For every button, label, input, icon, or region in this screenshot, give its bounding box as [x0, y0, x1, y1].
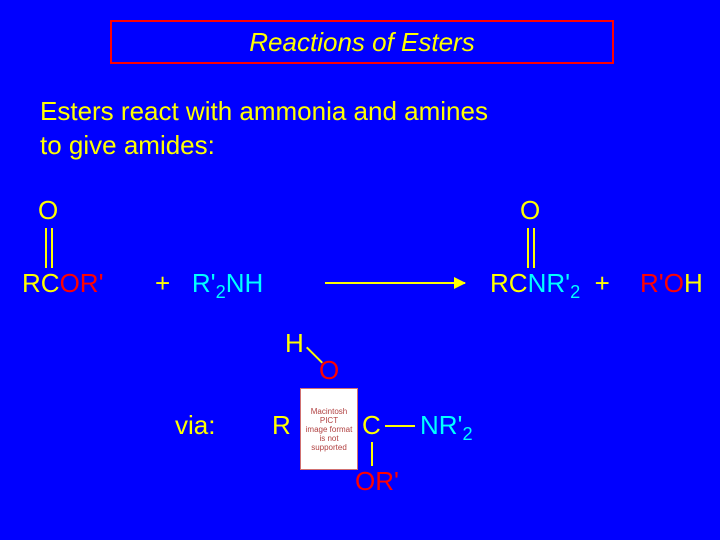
- inter-OR-bottom: OR': [355, 466, 399, 497]
- via-label: via:: [175, 410, 215, 441]
- ester-C: C: [41, 268, 60, 298]
- inter-C-atom: C: [362, 410, 381, 440]
- amine-Rprime: R': [192, 268, 216, 298]
- inter-N-sub2: 2: [463, 424, 473, 444]
- ester-formula: RCOR': [22, 268, 104, 299]
- amide-sub2: 2: [570, 282, 580, 302]
- amide-R: R: [490, 268, 509, 298]
- inter-N-atom: N: [420, 410, 439, 440]
- reaction-arrow: [325, 282, 465, 284]
- inter-top-O: O: [319, 355, 339, 386]
- inter-R-atom: R: [272, 410, 291, 440]
- placeholder-l3: is not supported: [301, 434, 357, 452]
- via-text: via:: [175, 410, 215, 440]
- inter-R: R: [272, 410, 291, 441]
- body-text: Esters react with ammonia and amines to …: [40, 95, 488, 163]
- title-box: Reactions of Esters: [110, 20, 614, 64]
- slide-root: Reactions of Esters Esters react with am…: [0, 0, 720, 540]
- inter-C: C: [362, 410, 381, 441]
- amide-Rprime: R': [546, 268, 570, 298]
- roh-O: O: [664, 268, 684, 298]
- inter-O-top-atom: O: [319, 355, 339, 385]
- amide-top-O: O: [520, 195, 540, 226]
- unsupported-image-placeholder: Macintosh PICT image format is not suppo…: [300, 388, 358, 470]
- inter-N-Rprime: R': [439, 410, 463, 440]
- ester-O-atom: O: [38, 195, 58, 225]
- plus-2: +: [595, 268, 610, 298]
- amide-C: C: [509, 268, 528, 298]
- byproduct-roh: R'OH: [640, 268, 703, 299]
- ester-Rprime: R': [80, 268, 104, 298]
- inter-H: H: [285, 328, 304, 359]
- amine-sub2: 2: [216, 282, 226, 302]
- amine-H: H: [245, 268, 264, 298]
- inter-O-bottom: O: [355, 466, 375, 496]
- inter-Rprime-bottom: R': [375, 466, 399, 496]
- roh-H: H: [684, 268, 703, 298]
- ester-double-bond: [45, 228, 53, 268]
- plus-1: +: [155, 268, 170, 298]
- inter-C-N-bond: [385, 425, 415, 427]
- inter-H-atom: H: [285, 328, 304, 358]
- amide-O-atom: O: [520, 195, 540, 225]
- inter-NR2: NR'2: [420, 410, 473, 445]
- ester-top-O: O: [38, 195, 58, 226]
- ester-leaving-O: O: [60, 268, 80, 298]
- body-line-1: Esters react with ammonia and amines: [40, 96, 488, 126]
- body-line-2: to give amides:: [40, 130, 215, 160]
- amine-N: N: [226, 268, 245, 298]
- amide-double-bond: [527, 228, 535, 268]
- amide-N: N: [528, 268, 547, 298]
- ester-R: R: [22, 268, 41, 298]
- inter-C-OR-bond: [371, 442, 373, 466]
- plus-amine: + R'2NH: [155, 268, 263, 303]
- roh-Rprime: R': [640, 268, 664, 298]
- title-text: Reactions of Esters: [249, 27, 474, 58]
- placeholder-l2: image format: [306, 425, 353, 434]
- placeholder-l1: Macintosh PICT: [301, 407, 357, 425]
- amide-formula: RCNR'2 +: [490, 268, 610, 303]
